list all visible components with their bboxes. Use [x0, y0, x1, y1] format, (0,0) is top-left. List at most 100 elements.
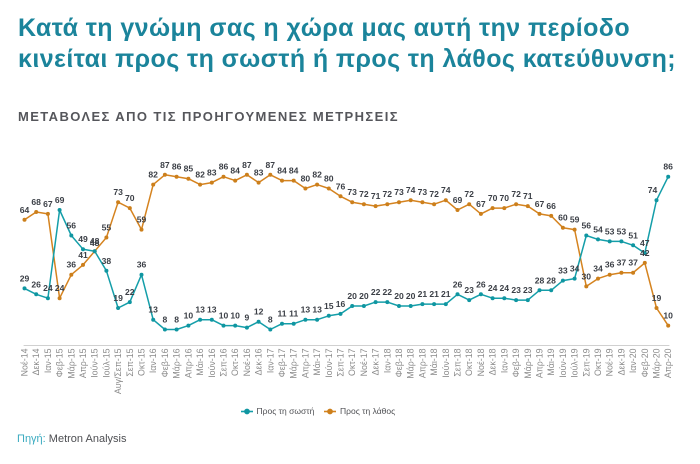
- svg-text:34: 34: [570, 264, 580, 274]
- svg-text:36: 36: [137, 260, 147, 270]
- svg-text:Ιαν-16: Ιαν-16: [148, 348, 158, 373]
- svg-text:21: 21: [441, 289, 451, 299]
- svg-text:67: 67: [43, 199, 53, 209]
- svg-text:24: 24: [43, 283, 53, 293]
- svg-text:84: 84: [289, 166, 299, 176]
- svg-text:Νοέ-16: Νοέ-16: [242, 348, 252, 376]
- svg-text:Μάι-18: Μάι-18: [429, 348, 439, 375]
- svg-text:49: 49: [78, 234, 88, 244]
- svg-text:26: 26: [453, 279, 463, 289]
- svg-text:Φεβ-20: Φεβ-20: [640, 348, 650, 377]
- svg-text:24: 24: [55, 283, 65, 293]
- svg-text:Μάρ-16: Μάρ-16: [172, 348, 182, 378]
- svg-text:53: 53: [605, 226, 615, 236]
- svg-text:73: 73: [113, 187, 123, 197]
- svg-text:67: 67: [535, 199, 545, 209]
- svg-text:68: 68: [31, 197, 41, 207]
- svg-text:Οκτ-15: Οκτ-15: [137, 348, 147, 376]
- svg-text:86: 86: [172, 162, 182, 172]
- svg-text:8: 8: [268, 315, 273, 325]
- svg-text:Οκτ-19: Οκτ-19: [593, 348, 603, 376]
- svg-text:Απρ-17: Απρ-17: [300, 348, 310, 378]
- svg-text:Φεβ-15: Φεβ-15: [55, 348, 65, 377]
- svg-text:13: 13: [195, 305, 205, 315]
- svg-text:19: 19: [652, 293, 662, 303]
- svg-text:87: 87: [266, 160, 276, 170]
- svg-text:37: 37: [628, 258, 638, 268]
- svg-text:10: 10: [219, 311, 229, 321]
- svg-text:74: 74: [441, 185, 451, 195]
- svg-text:48: 48: [90, 238, 100, 248]
- svg-text:60: 60: [558, 213, 568, 223]
- svg-text:84: 84: [230, 166, 240, 176]
- svg-text:67: 67: [476, 199, 486, 209]
- svg-text:Ιούν-19: Ιούν-19: [558, 348, 568, 377]
- svg-text:Μάι-16: Μάι-16: [195, 348, 205, 375]
- svg-text:87: 87: [160, 160, 170, 170]
- svg-text:Ιαν-19: Ιαν-19: [499, 348, 509, 373]
- svg-text:Απρ-18: Απρ-18: [417, 348, 427, 378]
- svg-text:13: 13: [312, 305, 322, 315]
- svg-text:Σεπ-16: Σεπ-16: [219, 348, 229, 376]
- svg-text:80: 80: [301, 174, 311, 184]
- svg-text:24: 24: [488, 283, 498, 293]
- svg-text:Φεβ-17: Φεβ-17: [277, 348, 287, 377]
- svg-text:71: 71: [371, 191, 381, 201]
- svg-text:72: 72: [464, 189, 474, 199]
- svg-text:70: 70: [125, 193, 135, 203]
- svg-text:36: 36: [605, 260, 615, 270]
- svg-text:Ιούλ-15: Ιούλ-15: [101, 348, 111, 377]
- svg-text:21: 21: [418, 289, 428, 299]
- svg-text:74: 74: [648, 185, 658, 195]
- svg-text:10: 10: [663, 311, 673, 321]
- svg-text:30: 30: [582, 271, 592, 281]
- svg-text:66: 66: [546, 201, 556, 211]
- svg-text:23: 23: [523, 285, 533, 295]
- svg-text:59: 59: [137, 215, 147, 225]
- svg-text:Ιαν-15: Ιαν-15: [43, 348, 53, 373]
- svg-text:Νοέ-18: Νοέ-18: [476, 348, 486, 376]
- svg-text:19: 19: [113, 293, 123, 303]
- svg-text:Νοέ-17: Νοέ-17: [359, 348, 369, 376]
- svg-text:Νοέ-19: Νοέ-19: [605, 348, 615, 376]
- svg-text:41: 41: [78, 250, 88, 260]
- svg-text:Δεκ-17: Δεκ-17: [371, 348, 381, 375]
- svg-text:9: 9: [245, 313, 250, 323]
- svg-text:53: 53: [617, 226, 627, 236]
- svg-text:Απρ-20: Απρ-20: [663, 348, 673, 378]
- svg-text:33: 33: [558, 266, 568, 276]
- svg-text:37: 37: [617, 258, 627, 268]
- svg-text:59: 59: [570, 215, 580, 225]
- svg-text:51: 51: [628, 230, 638, 240]
- svg-text:86: 86: [219, 162, 229, 172]
- svg-text:Δεκ-18: Δεκ-18: [488, 348, 498, 375]
- svg-text:72: 72: [429, 189, 439, 199]
- svg-text:Ιαν-18: Ιαν-18: [382, 348, 392, 373]
- svg-text:47: 47: [640, 238, 650, 248]
- svg-text:Απρ-19: Απρ-19: [535, 348, 545, 378]
- svg-text:69: 69: [55, 195, 65, 205]
- svg-text:20: 20: [394, 291, 404, 301]
- svg-text:20: 20: [359, 291, 369, 301]
- svg-text:34: 34: [593, 264, 603, 274]
- svg-text:15: 15: [324, 301, 334, 311]
- svg-text:56: 56: [67, 221, 77, 231]
- svg-text:86: 86: [663, 162, 673, 172]
- svg-text:22: 22: [125, 287, 135, 297]
- svg-text:13: 13: [148, 305, 158, 315]
- svg-text:Σεπ-19: Σεπ-19: [581, 348, 591, 376]
- svg-text:13: 13: [207, 305, 217, 315]
- svg-text:54: 54: [593, 224, 603, 234]
- svg-text:Οκτ-18: Οκτ-18: [464, 348, 474, 376]
- svg-text:Μάρ-20: Μάρ-20: [652, 348, 662, 378]
- svg-text:Ιούν-15: Ιούν-15: [90, 348, 100, 377]
- svg-text:84: 84: [277, 166, 287, 176]
- svg-text:36: 36: [67, 260, 77, 270]
- svg-text:26: 26: [31, 279, 41, 289]
- svg-text:83: 83: [207, 168, 217, 178]
- svg-text:Σεπ-15: Σεπ-15: [125, 348, 135, 376]
- svg-text:Ιούλ-19: Ιούλ-19: [570, 348, 580, 377]
- svg-text:Φεβ-16: Φεβ-16: [160, 348, 170, 377]
- svg-text:55: 55: [102, 223, 112, 233]
- svg-text:29: 29: [20, 273, 30, 283]
